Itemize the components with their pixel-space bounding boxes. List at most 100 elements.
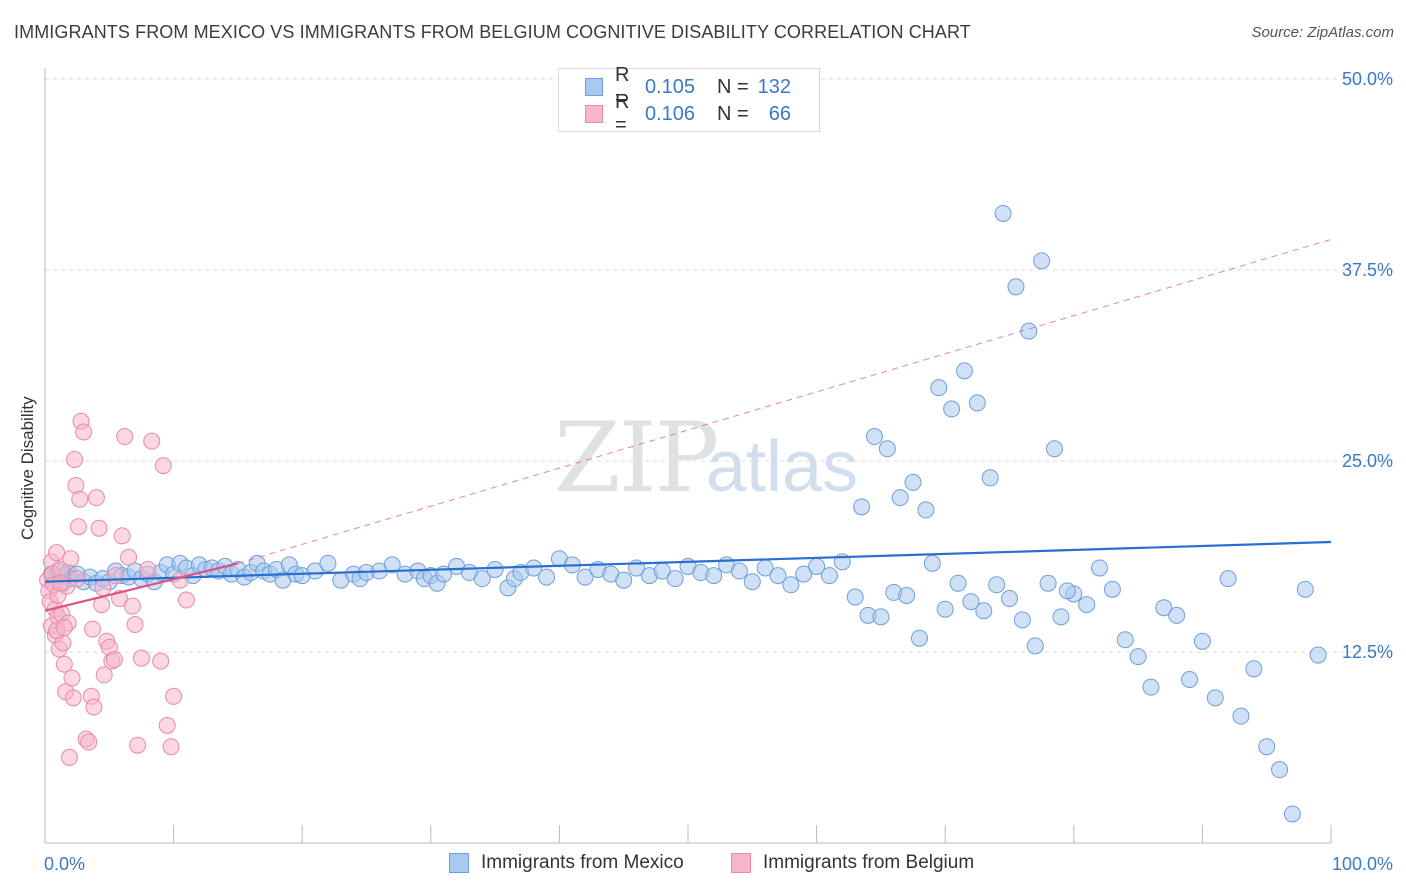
- mexico-point-66: [538, 568, 556, 586]
- mexico-point-136: [968, 394, 986, 412]
- mexico-point-104: [1026, 637, 1044, 655]
- mexico-point-102: [1001, 590, 1018, 608]
- belgium-point-52: [162, 738, 180, 756]
- legend-item-mexico[interactable]: Immigrants from Mexico: [449, 852, 684, 874]
- mexico-point-115: [1168, 606, 1186, 624]
- mexico-point-132: [917, 501, 935, 519]
- mexico-point-90: [846, 588, 864, 606]
- mexico-n-value: 132: [757, 75, 791, 98]
- belgium-point-48: [132, 649, 150, 667]
- mexico-point-85: [782, 576, 800, 594]
- belgium-point-33: [87, 489, 105, 507]
- belgium-point-57: [154, 457, 172, 475]
- belgium-point-55: [177, 591, 195, 609]
- mexico-point-130: [891, 489, 909, 507]
- belgium-point-60: [84, 620, 102, 638]
- belgium-point-44: [120, 548, 138, 566]
- legend-row-mexico: R = 0.105 N = 132: [585, 64, 791, 109]
- legend-mexico-swatch: [449, 853, 469, 873]
- belgium-point-53: [165, 687, 183, 705]
- mexico-point-125: [1296, 580, 1314, 598]
- mexico-point-112: [1129, 648, 1147, 666]
- mexico-point-101: [988, 576, 1006, 594]
- mexico-point-103: [1013, 611, 1031, 629]
- belgium-r-value: 0.106: [645, 102, 696, 125]
- mexico-point-139: [1007, 278, 1025, 296]
- y-tick-label-1: 25.0%: [1342, 451, 1393, 471]
- belgium-point-62: [105, 651, 123, 669]
- mexico-swatch: [585, 78, 603, 96]
- mexico-point-86: [795, 565, 813, 583]
- belgium-point-56: [143, 432, 161, 450]
- mexico-point-110: [1103, 580, 1121, 598]
- mexico-point-137: [981, 469, 999, 487]
- mexico-point-95: [910, 629, 928, 647]
- belgium-point-47: [129, 736, 147, 754]
- mexico-point-72: [615, 571, 633, 589]
- mexico-point-106: [1052, 608, 1070, 626]
- watermark-zip: ZIP: [554, 402, 719, 514]
- mexico-point-121: [1245, 660, 1263, 678]
- mexico-point-92: [872, 608, 890, 626]
- mexico-point-129: [878, 440, 896, 458]
- mexico-point-143: [1058, 582, 1076, 600]
- mexico-point-118: [1206, 689, 1224, 707]
- belgium-n-label: N =: [717, 102, 749, 125]
- mexico-point-100: [975, 602, 993, 620]
- belgium-point-61: [95, 666, 113, 684]
- mexico-point-81: [730, 562, 748, 580]
- legend-mexico-label: Immigrants from Mexico: [481, 852, 684, 873]
- belgium-trend-line: [44, 562, 239, 612]
- mexico-point-119: [1219, 570, 1237, 588]
- y-tick-label-2: 37.5%: [1342, 260, 1393, 280]
- y-tick-label-0: 12.5%: [1342, 642, 1393, 662]
- belgium-point-43: [116, 428, 134, 446]
- belgium-point-49: [139, 560, 157, 578]
- mexico-point-88: [820, 567, 838, 585]
- mexico-point-69: [576, 568, 594, 586]
- belgium-point-22: [64, 689, 82, 707]
- belgium-point-16: [55, 655, 73, 673]
- mexico-point-96: [923, 554, 941, 572]
- mexico-point-111: [1116, 631, 1134, 649]
- mexico-point-123: [1271, 761, 1289, 779]
- belgium-r-label: R =: [615, 91, 630, 136]
- belgium-point-46: [126, 615, 144, 633]
- mexico-point-134: [943, 400, 961, 418]
- mexico-point-82: [743, 573, 761, 591]
- belgium-point-28: [75, 423, 93, 441]
- mexico-point-141: [1033, 252, 1051, 270]
- belgium-point-36: [94, 579, 112, 597]
- mexico-point-99: [962, 593, 980, 611]
- source-credit: Source: ZipAtlas.com: [1251, 24, 1394, 41]
- mexico-point-45: [319, 554, 337, 572]
- x-tick-label-0: 0.0%: [44, 854, 85, 874]
- mexico-point-114: [1155, 599, 1173, 617]
- y-tick-label-3: 50.0%: [1342, 69, 1393, 89]
- mexico-point-108: [1078, 596, 1096, 614]
- mexico-point-94: [898, 586, 916, 604]
- mexico-point-51: [383, 556, 401, 574]
- mexico-point-79: [705, 567, 723, 585]
- belgium-point-9: [48, 544, 66, 562]
- mexico-point-133: [930, 379, 948, 397]
- legend-belgium-swatch: [731, 853, 751, 873]
- mexico-point-76: [666, 570, 684, 588]
- mexico-trend-line: [44, 540, 1332, 583]
- watermark-atlas: atlas: [706, 427, 859, 507]
- legend-item-belgium[interactable]: Immigrants from Belgium: [731, 852, 974, 874]
- mexico-point-113: [1142, 678, 1160, 696]
- belgium-n-value: 66: [768, 102, 791, 125]
- mexico-n-label: N =: [717, 75, 749, 98]
- series-legend: Immigrants from Mexico Immigrants from B…: [0, 852, 1406, 878]
- mexico-point-127: [853, 498, 871, 516]
- belgium-point-58: [60, 748, 78, 766]
- mexico-point-97: [936, 600, 954, 618]
- mexico-point-138: [994, 204, 1012, 222]
- belgium-point-30: [80, 733, 98, 751]
- mexico-point-124: [1283, 805, 1301, 823]
- belgium-point-42: [113, 527, 131, 545]
- mexico-point-61: [486, 560, 504, 578]
- legend-belgium-label: Immigrants from Belgium: [763, 852, 975, 873]
- mexico-point-128: [865, 428, 883, 446]
